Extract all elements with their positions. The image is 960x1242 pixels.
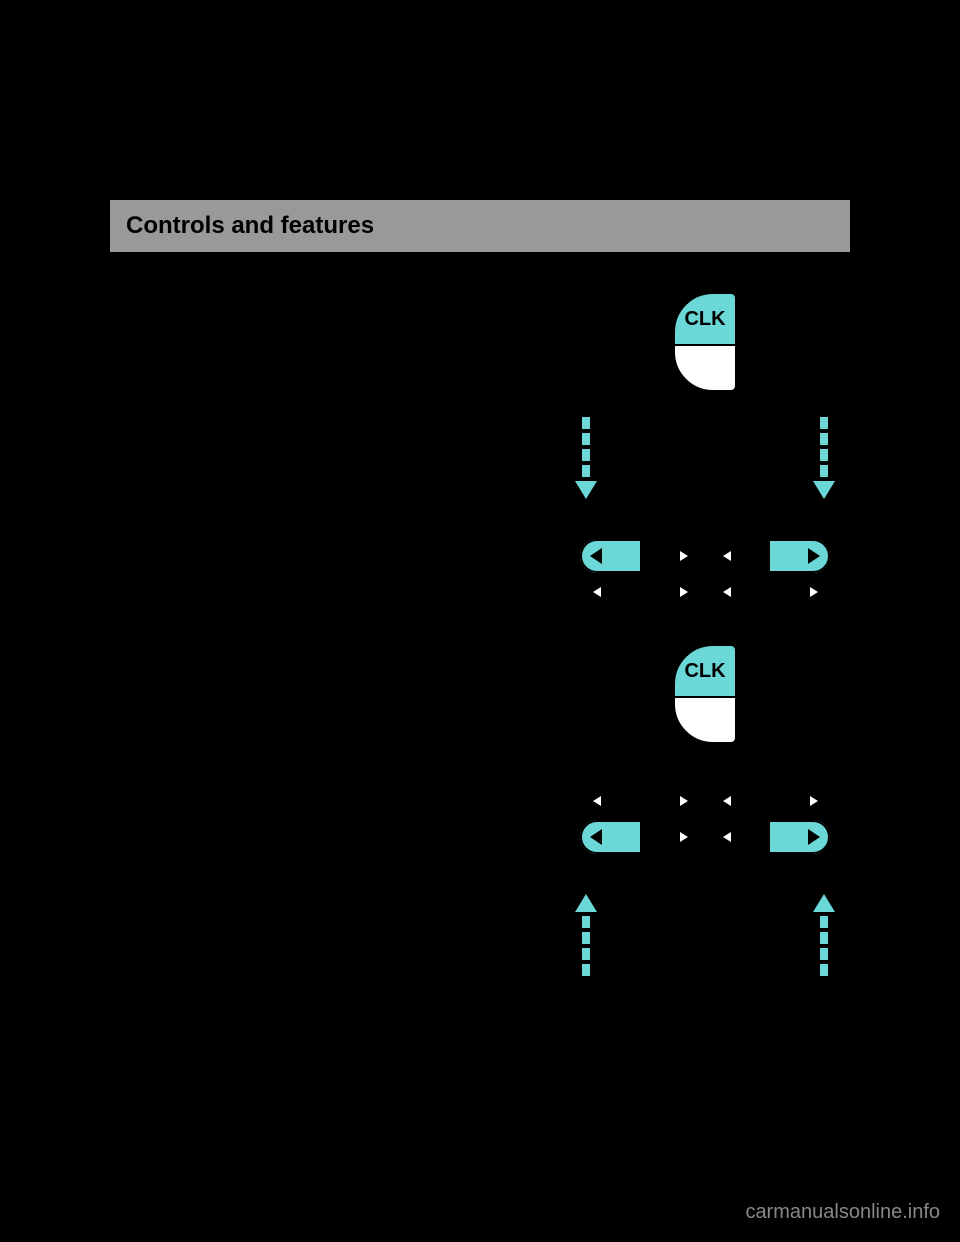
seek-pad-pair — [576, 524, 834, 624]
instruction-text-2: Press the CLK control again to stop the … — [110, 644, 530, 976]
para-seek: Use the SEEK function to decrease hours/… — [110, 368, 530, 449]
triangle-left-outline-icon — [720, 829, 732, 845]
dashed-arrow-down-left — [575, 417, 597, 499]
arrows-down-row — [575, 417, 835, 499]
triangle-right-icon — [215, 754, 229, 769]
dashed-arrow-down-right — [813, 417, 835, 499]
triangle-right-outline-icon — [678, 584, 690, 600]
dashed-arrow-up-left — [575, 894, 597, 976]
triangle-right-icon — [239, 429, 253, 444]
dashed-arrow-up-right — [813, 894, 835, 976]
triangle-right-fill-icon — [808, 548, 820, 564]
instruction-text-1: Press the CLK control until SELECT HOUR … — [110, 292, 530, 624]
tune-pad-right — [706, 784, 834, 854]
triangle-right-outline-icon — [808, 793, 820, 809]
watermark: carmanualsonline.info — [745, 1201, 940, 1224]
diagram-1: CLK — [560, 292, 850, 624]
triangle-left-outline-icon — [720, 584, 732, 600]
triangle-left-outline-icon — [590, 793, 602, 809]
triangle-right-outline-icon — [808, 584, 820, 600]
clk-button-diagram: CLK — [673, 292, 737, 392]
para-clk-stop: Press the CLK control again to stop the … — [110, 644, 530, 671]
triangle-right-fill-icon — [808, 829, 820, 845]
triangle-left-outline-icon — [720, 793, 732, 809]
seek-pad-left — [576, 539, 704, 609]
triangle-left-fill-icon — [590, 829, 602, 845]
triangle-right-outline-icon — [678, 829, 690, 845]
clk-button-diagram: CLK — [673, 644, 737, 744]
page-title: Controls and features — [126, 212, 834, 240]
tune-pad-left — [576, 784, 704, 854]
triangle-right-outline-icon — [678, 793, 690, 809]
clk-lower-half — [673, 696, 737, 744]
arrows-up-row — [575, 894, 835, 976]
clk-label: CLK — [673, 644, 737, 698]
triangle-left-outline-icon — [590, 584, 602, 600]
tune-pad-pair — [576, 769, 834, 869]
para-clk-select: Press the CLK control until SELECT HOUR … — [110, 292, 530, 346]
header-bar: Controls and features — [110, 200, 850, 252]
seek-pad-right — [706, 539, 834, 609]
triangle-left-fill-icon — [590, 548, 602, 564]
triangle-left-icon — [239, 402, 253, 417]
page-number: 52 — [110, 1026, 850, 1047]
triangle-left-icon — [215, 727, 229, 742]
clk-label: CLK — [673, 292, 737, 346]
triangle-right-outline-icon — [678, 548, 690, 564]
para-tune: Use the TUNE function to advance the clo… — [110, 693, 530, 774]
diagram-2: CLK — [560, 644, 850, 976]
clk-lower-half — [673, 344, 737, 392]
triangle-left-outline-icon — [720, 548, 732, 564]
